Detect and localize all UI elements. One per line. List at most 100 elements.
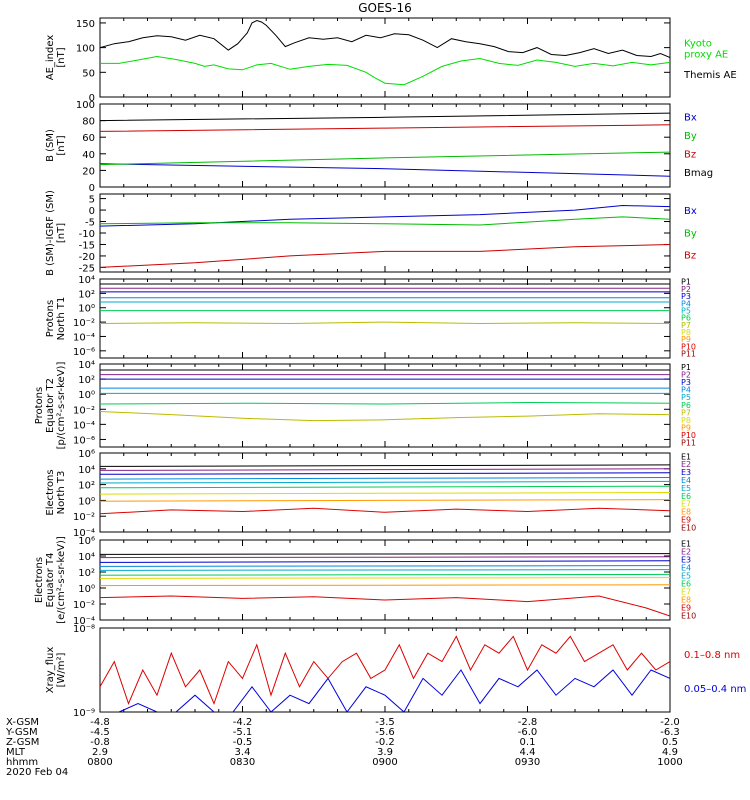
legend-entry: By: [684, 131, 697, 142]
plot-area: [100, 204, 670, 268]
series-line-e1: [100, 464, 670, 467]
legend-entry: P8: [681, 416, 691, 425]
y-tick-label: 10⁻⁹: [73, 708, 95, 719]
panel-8: 10⁻⁸ 10⁻⁹ Xray_flux [W/m²] 0.1–0.8 nm 0.05–0.…: [45, 624, 746, 719]
legend-entry: E8: [681, 508, 691, 517]
panel-5: 10⁴ 10² 10⁰ 10⁻² 10⁻⁴ 10⁻⁶ Protons Equator T2 [p…: [34, 360, 696, 450]
y-tick-label: 10⁴: [78, 360, 95, 371]
plot-area: [100, 283, 670, 325]
series-line-e6: [100, 573, 670, 576]
y-tick-label: 100: [76, 100, 95, 111]
y-tick-label: 10⁻²: [73, 318, 95, 329]
y-tick-label: 10⁻⁶: [73, 347, 95, 358]
legend-entry: P5: [681, 393, 691, 402]
legend-entry: E4: [681, 563, 691, 572]
legend-entry: proxy AE: [684, 49, 728, 60]
series-line-p6: [100, 401, 670, 405]
y-tick-label: 10⁻²: [73, 405, 95, 416]
legend-entry: E7: [681, 587, 691, 596]
plot-area: [100, 635, 670, 712]
footer-value: -6.3: [660, 727, 680, 738]
y-axis-label: North T3: [56, 471, 67, 515]
panel-7: 10⁶ 10⁴ 10² 10⁰ 10⁻² 10⁻⁴ Electrons Equator T4[…: [34, 536, 696, 627]
legend-entry: E9: [681, 603, 691, 612]
series-line-e2: [100, 556, 670, 559]
panel-2: 0 20 40 60 80 100 B (SM) [nT] Bx By Bz Bmag: [45, 100, 713, 194]
y-tick-label: -10: [79, 229, 95, 240]
series-line-e3: [100, 472, 670, 475]
panel-frame: [99, 103, 671, 188]
legend-entry: P9: [681, 335, 691, 344]
y-tick-label: 10⁻²: [73, 512, 95, 523]
legend-entry: P7: [681, 321, 691, 330]
legend-entry: P2: [681, 285, 691, 294]
footer-value: 0900: [372, 757, 397, 768]
series-line-e4: [100, 477, 670, 480]
series-line-0-05-0-4-nm: [100, 669, 670, 712]
footer-value: -3.5: [375, 717, 395, 728]
legend-entry: Bmag: [684, 168, 713, 179]
footer-row-label: Y-GSM: [5, 727, 38, 738]
plot-area: [100, 464, 670, 515]
footer-value: -6.0: [518, 727, 538, 738]
footer-value: 4.4: [520, 747, 536, 758]
legend-entry: E9: [681, 516, 691, 525]
legend-entry: E6: [681, 579, 691, 588]
series-line-bz: [100, 124, 670, 132]
series-line-bz: [100, 244, 670, 268]
legend-entry: E3: [681, 468, 691, 477]
plot-area: [100, 553, 670, 617]
footer-value: 0930: [515, 757, 540, 768]
footer-value: -5.1: [233, 727, 253, 738]
footer-value: 3.4: [235, 747, 251, 758]
series-line-e9: [100, 595, 670, 617]
series-line-by: [100, 151, 670, 166]
plot-area: [100, 369, 670, 422]
panel-frame: [99, 278, 671, 359]
footer-row-label: hhmm: [6, 757, 38, 768]
footer-value: 3.9: [377, 747, 393, 758]
legend-entry: E5: [681, 484, 691, 493]
legend-entry: P1: [681, 363, 691, 372]
footer-row-label: MLT: [6, 747, 26, 758]
y-axis-label: North T1: [56, 297, 67, 341]
y-tick-label: 20: [82, 166, 95, 177]
series-line-e7: [100, 577, 670, 579]
footer-date: 2020 Feb 04: [6, 767, 68, 778]
y-tick-label: 10²: [78, 375, 95, 386]
legend-entry: Bx: [684, 206, 697, 217]
footer-value: 0.5: [662, 737, 678, 748]
series-line-e5: [100, 569, 670, 571]
y-tick-label: 10⁶: [78, 449, 95, 460]
y-axis-label: Electrons: [34, 557, 45, 603]
legend-entry: 0.05–0.4 nm: [684, 684, 746, 695]
panel-frame: [99, 363, 671, 448]
y-tick-label: 10⁻²: [73, 600, 95, 611]
y-tick-label: 10⁴: [78, 465, 95, 476]
y-axis-label: Electrons: [45, 469, 56, 515]
y-tick-label: 10⁻⁴: [73, 528, 95, 539]
legend: Bx By Bz: [684, 206, 697, 262]
y-tick-label: 10⁻⁶: [73, 435, 95, 446]
y-tick-label: 10⁰: [78, 304, 95, 315]
y-axis-label: [p/(cm²-s-sr-keV)]: [56, 362, 67, 450]
legend-entry: E3: [681, 555, 691, 564]
y-tick-label: 0: [89, 93, 95, 104]
series-line-e4: [100, 565, 670, 567]
legend-entry: By: [684, 228, 697, 239]
legend-entry: P4: [681, 386, 691, 395]
y-axis-label: Protons: [45, 300, 56, 337]
series-line-e8: [100, 499, 670, 502]
y-tick-label: 10⁻⁴: [73, 332, 95, 343]
legend-entry: Kyoto: [684, 38, 712, 49]
y-tick-label: 5: [89, 195, 95, 206]
legend-entry: E2: [681, 460, 691, 469]
footer-value: 0830: [230, 757, 255, 768]
legend-entry: P9: [681, 423, 691, 432]
footer-value: -0.5: [233, 737, 253, 748]
y-axis-label: [nT]: [56, 47, 67, 67]
y-tick-label: 100: [76, 44, 95, 55]
